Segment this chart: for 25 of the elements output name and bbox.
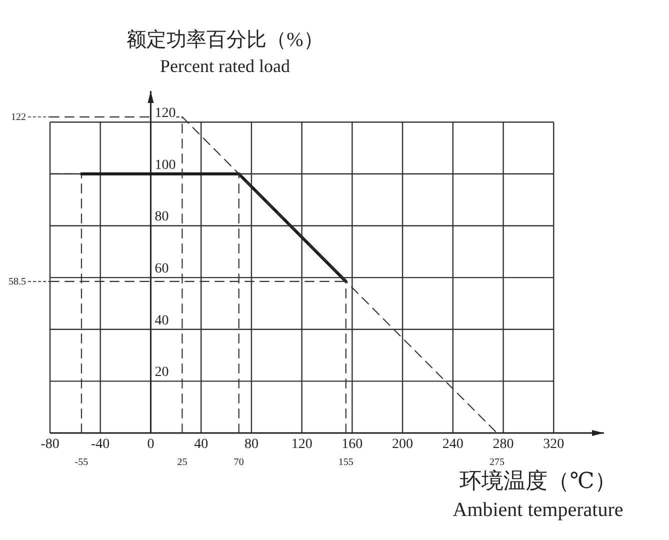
annotation: 70 (234, 457, 244, 468)
x-tick-label: 0 (147, 437, 154, 452)
x-tick-label: 80 (244, 437, 258, 452)
annotation: 155 (338, 457, 354, 468)
annotation: 122 (11, 112, 26, 123)
y-tick-label: 20 (154, 365, 169, 380)
x-tick-label: 160 (342, 437, 363, 452)
x-tick-label: -80 (40, 437, 60, 452)
x-axis-title: 环境温度（℃） Ambient temperature (452, 468, 624, 521)
annotation: 58.5 (8, 276, 26, 288)
x-tick-label: 240 (442, 437, 464, 452)
x-tick-label: 120 (291, 437, 312, 452)
x-tick-label: 200 (392, 437, 414, 452)
y-axis-title: 额定功率百分比（%） Percent rated load (126, 29, 324, 76)
y-tick-label: 40 (154, 313, 169, 328)
annotation: 25 (177, 457, 188, 468)
annotation: 275 (489, 457, 504, 468)
x-tick-label: 280 (492, 437, 514, 452)
y-tick-label: 80 (154, 210, 169, 225)
x-tick-label: 40 (194, 437, 208, 452)
x-tick-label: 320 (543, 437, 564, 452)
y-tick-label: 100 (154, 158, 176, 173)
y-tick-label: 60 (154, 262, 169, 277)
annotation: -55 (74, 457, 88, 468)
x-tick-label: -40 (91, 437, 110, 452)
